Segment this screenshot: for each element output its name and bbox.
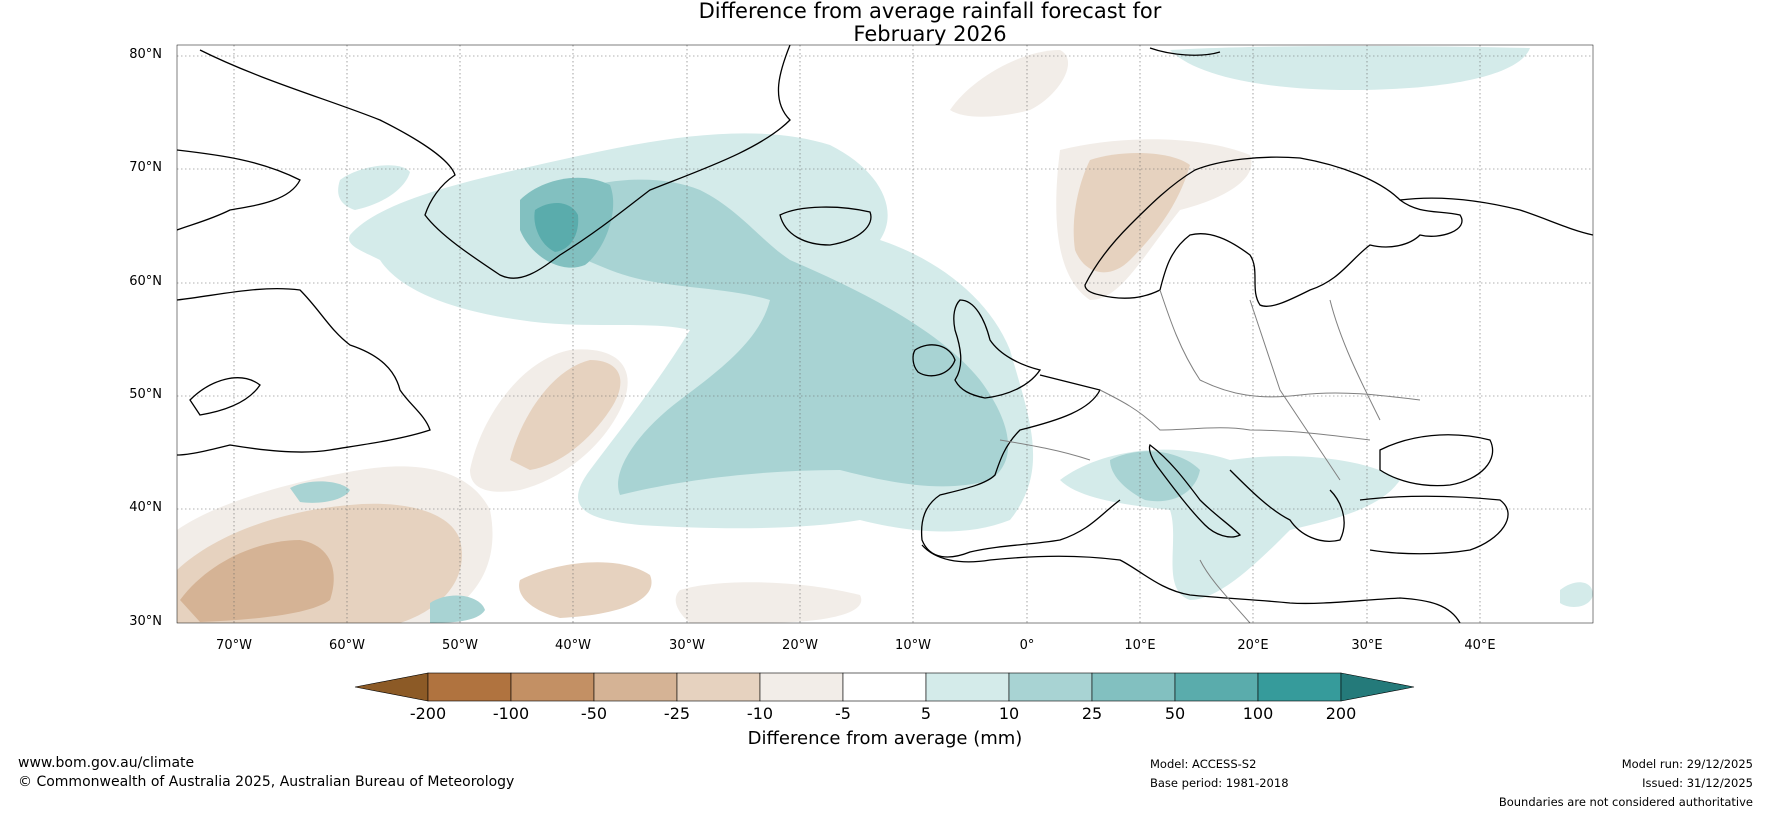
wet-region-greenland-inner [534,203,579,252]
dry-region-southwest-inner [180,540,334,622]
colorbar-segment-2 [510,672,595,702]
lon-label-40w: 40°W [555,638,591,653]
coast-iceland [779,206,872,246]
coast-turkey [1359,495,1509,555]
footer-disclaimer: Boundaries are not considered authoritat… [1498,795,1753,809]
colorbar-segment-6 [842,672,927,702]
lat-label-60n: 60°N [129,274,162,289]
colorbar-tick-7: 5 [920,704,932,723]
colorbar-tick-9: 25 [1081,704,1103,723]
country-borders [999,289,1421,623]
dry-region-south-2 [675,582,862,623]
border-6 [1199,559,1251,623]
lon-label-40e: 40°E [1464,638,1496,653]
wet-region-atlantic-mid [528,179,1009,495]
footer-model-run: Model run: 29/12/2025 [1621,757,1753,771]
dry-region-arctic [950,50,1069,117]
lat-label-50n: 50°N [129,387,162,402]
colorbar-tick-6: -5 [835,704,851,723]
lon-label-50w: 50°W [442,638,478,653]
colorbar-tick-2: -100 [492,704,530,723]
colorbar-segment-10 [1174,672,1259,702]
coast-black-sea [1379,434,1494,487]
colorbar-segment-9 [1091,672,1176,702]
colorbar-segments [354,672,1415,702]
colorbar-tick-4: -25 [663,704,691,723]
coast-africa [921,544,1461,623]
coast-russia-north [1399,197,1593,236]
coast-ireland [912,344,956,377]
chart-title: Difference from average rainfall forecas… [0,0,1770,46]
colorbar-extend-low [354,672,429,702]
coast-greenland [199,45,791,279]
dry-region-norway [1073,153,1190,273]
colorbar-extend-high [1340,672,1415,702]
lon-label-0: 0° [1019,638,1035,653]
footer-copyright: © Commonwealth of Australia 2025, Austra… [18,774,515,790]
coast-balkans [1229,469,1345,542]
coast-britain [953,299,1042,399]
colorbar-tick-5: -10 [746,704,774,723]
footer-url: www.bom.gov.au/climate [18,755,195,771]
lat-label-40n: 40°N [129,500,162,515]
coast-labrador [177,288,431,456]
title-line-1: Difference from average rainfall forecas… [698,0,1162,23]
wet-region-labrador [338,165,410,210]
colorbar-tick-10: 50 [1164,704,1186,723]
wet-region-italy [1110,451,1200,502]
wet-region-south-small [430,595,485,623]
colorbar-segment-8 [1008,672,1093,702]
colorbar-segment-5 [759,672,844,702]
colorbar-tick-11: 100 [1242,704,1274,723]
lon-label-30w: 30°W [669,638,705,653]
lon-label-20e: 20°E [1237,638,1269,653]
colorbar-segment-3 [593,672,678,702]
border-1 [1159,289,1421,401]
lat-label-80n: 80°N [129,47,162,62]
wet-region-southwest [290,481,350,503]
colorbar-segment-1 [427,672,512,702]
map-frame [176,44,1594,624]
colorbar-tick-3: -50 [580,704,608,723]
dry-region-south-1 [519,562,652,618]
lon-label-20w: 20°W [782,638,818,653]
colorbar-tick-1: -200 [409,704,447,723]
lon-label-70w: 70°W [216,638,252,653]
border-5 [999,439,1091,461]
lon-label-10e: 10°E [1124,638,1156,653]
colorbar-segment-7 [925,672,1010,702]
border-4 [1329,299,1381,421]
coast-canada-north [177,149,301,231]
footer-model: Model: ACCESS-S2 [1150,757,1257,771]
border-2 [1099,389,1371,441]
lat-label-70n: 70°N [129,160,162,175]
colorbar-segment-4 [676,672,761,702]
lon-label-60w: 60°W [329,638,365,653]
coastlines [177,45,1593,623]
footer-base-period: Base period: 1981-2018 [1150,776,1289,790]
colorbar-tick-12: 200 [1325,704,1357,723]
lon-label-30e: 30°E [1351,638,1383,653]
wet-region-east [1560,582,1593,607]
border-3 [1249,299,1341,481]
dry-region-midatlantic-core [510,360,621,470]
colorbar-tick-8: 10 [998,704,1020,723]
coast-europe-west [920,374,1121,558]
lat-label-30n: 30°N [129,614,162,629]
coast-italy [1148,443,1242,538]
colorbar-segment-11 [1257,672,1342,702]
coast-scandinavia [1084,156,1463,307]
coast-newfoundland [189,377,261,416]
colorbar-title: Difference from average (mm) [747,728,1023,749]
lon-label-10w: 10°W [895,638,931,653]
footer-issued: Issued: 31/12/2025 [1642,776,1753,790]
graticule [177,45,1593,623]
wet-region-arctic [1170,45,1530,90]
title-line-2: February 2026 [853,22,1007,46]
coast-svalbard [1149,47,1221,56]
